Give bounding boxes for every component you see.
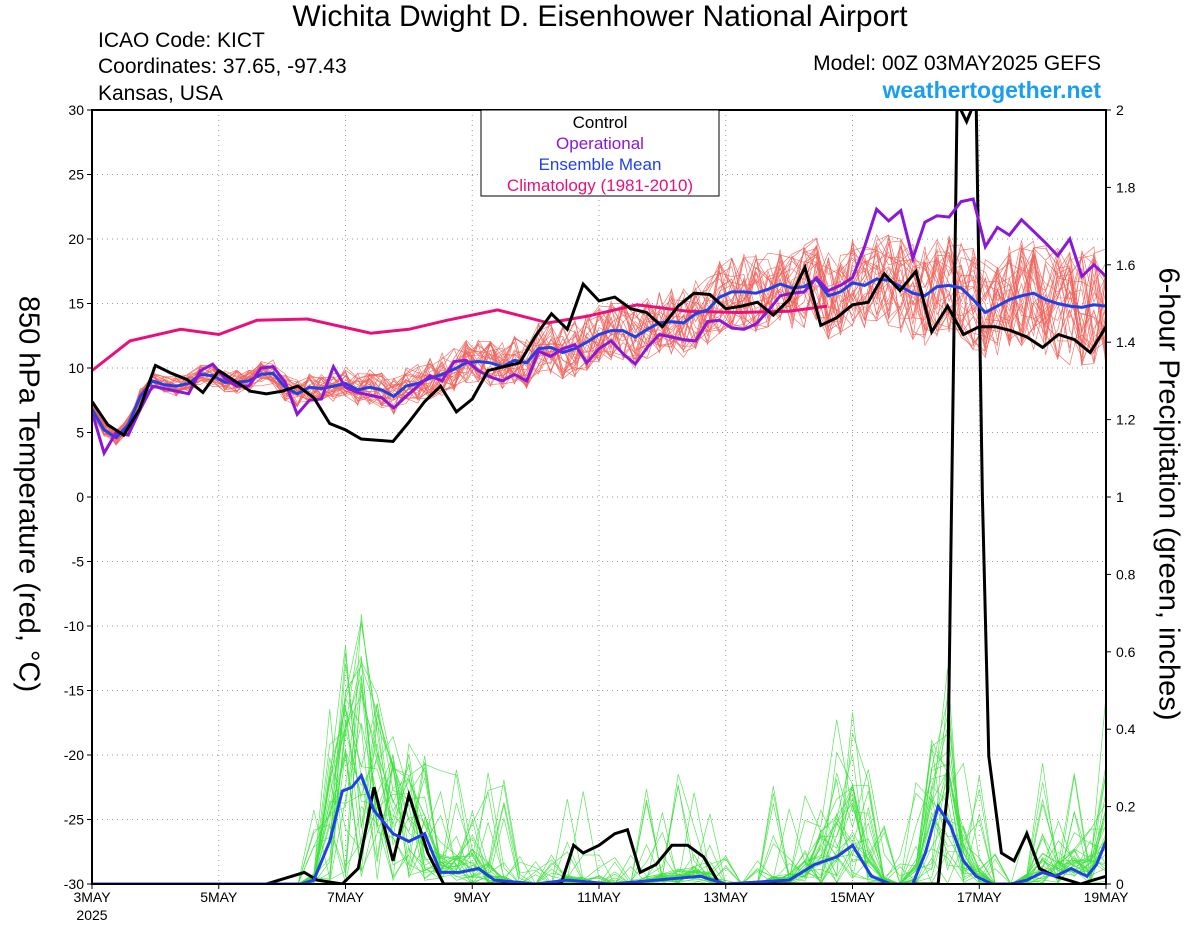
y-tick-label: 20 xyxy=(68,231,84,247)
temp-control-line xyxy=(92,263,1106,444)
y2-tick-label: 1.2 xyxy=(1116,412,1136,428)
y-tick-label: 5 xyxy=(76,425,84,441)
model-run: Model: 00Z 03MAY2025 GEFS xyxy=(813,52,1101,75)
y-tick-label: 0 xyxy=(76,489,84,505)
y2-tick-label: 1.6 xyxy=(1116,257,1136,273)
y2-tick-label: 1.8 xyxy=(1116,179,1136,195)
precip-member-line xyxy=(92,700,1107,885)
y2-tick-label: 0.6 xyxy=(1116,644,1136,660)
y2-tick-label: 2 xyxy=(1116,102,1124,118)
operational-line xyxy=(92,197,1106,457)
legend: Control Operational Ensemble Mean Climatolo… xyxy=(480,109,720,197)
coordinates: Coordinates: 37.65, -97.43 xyxy=(98,55,347,78)
temp-member-line xyxy=(91,249,1107,435)
chart-title: Wichita Dwight D. Eisenhower National Ai… xyxy=(292,0,908,33)
x-tick-label: 7MAY xyxy=(327,889,365,905)
y2-tick-label: 1 xyxy=(1116,489,1124,505)
legend-entry: Operational xyxy=(556,134,644,153)
y-tick-label: -20 xyxy=(64,747,84,763)
series-group xyxy=(92,110,1106,884)
precip-control-line xyxy=(92,110,1106,884)
series-lines xyxy=(92,110,1106,884)
y2-tick-label: 0.4 xyxy=(1116,721,1136,737)
y2-tick-label: 0.8 xyxy=(1116,566,1136,582)
legend-entry: Control xyxy=(573,113,628,132)
y-tick-label: -30 xyxy=(64,876,84,892)
icao-code: ICAO Code: KICT xyxy=(98,29,265,52)
x-year-label: 2025 xyxy=(76,907,107,923)
precip-member-line xyxy=(92,697,1107,885)
precip-member-line xyxy=(92,652,1107,885)
axis-ticks: 302520151050-5-10-15-20-25-3021.81.61.41… xyxy=(64,102,1136,923)
y2-tick-label: 1.4 xyxy=(1116,334,1136,350)
y-tick-label: -25 xyxy=(64,812,84,828)
legend-entry: Climatology (1981-2010) xyxy=(507,176,693,195)
x-tick-label: 13MAY xyxy=(703,889,749,905)
y-tick-label: -10 xyxy=(64,618,84,634)
temp-member-line xyxy=(91,234,1107,440)
y-tick-label: -5 xyxy=(72,554,85,570)
x-tick-label: 3MAY xyxy=(73,889,111,905)
y-tick-label: 25 xyxy=(68,167,84,183)
y-tick-label: 10 xyxy=(68,360,84,376)
x-tick-label: 5MAY xyxy=(200,889,238,905)
temp-member-line xyxy=(91,244,1107,436)
y2-tick-label: 0.2 xyxy=(1116,799,1136,815)
y-tick-label: -15 xyxy=(64,683,84,699)
precip-mean-line xyxy=(92,772,1106,884)
temp-mean-line xyxy=(92,276,1106,440)
temp-member-line xyxy=(91,237,1107,436)
legend-box xyxy=(480,109,720,197)
x-tick-label: 15MAY xyxy=(830,889,876,905)
y-tick-label: 30 xyxy=(68,102,84,118)
temp-member-line xyxy=(91,239,1107,442)
legend-entry: Ensemble Mean xyxy=(539,155,662,174)
x-tick-label: 17MAY xyxy=(957,889,1003,905)
temp-member-line xyxy=(91,242,1107,445)
x-tick-label: 9MAY xyxy=(454,889,492,905)
site-name: weathertogether.net xyxy=(882,77,1101,103)
location: Kansas, USA xyxy=(98,82,223,105)
y-tick-label: 15 xyxy=(68,296,84,312)
x-tick-label: 19MAY xyxy=(1084,889,1130,905)
y2-tick-label: 0 xyxy=(1116,876,1124,892)
x-tick-label: 11MAY xyxy=(577,889,621,905)
